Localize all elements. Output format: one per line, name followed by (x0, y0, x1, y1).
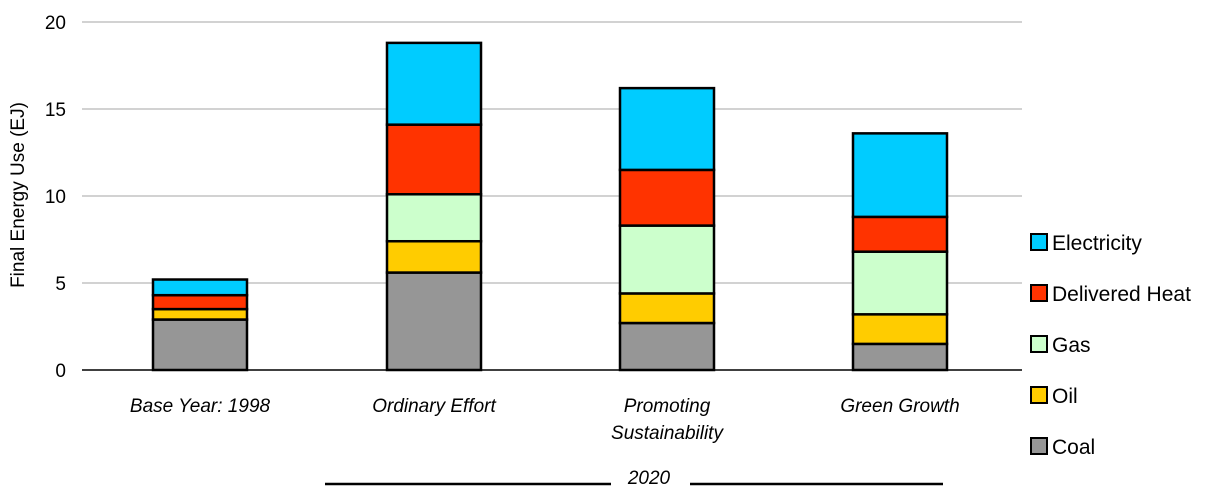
bar-segment-oil (151, 307, 249, 321)
legend-swatch (1030, 335, 1048, 353)
bar-segment-electricity (151, 278, 249, 297)
bar-segment-delivered-heat (851, 215, 949, 253)
y-tick-label: 10 (45, 187, 66, 208)
bar-segment-coal (851, 342, 949, 372)
legend-label: Gas (1052, 334, 1091, 357)
bars (151, 41, 949, 372)
y-tick-label: 15 (45, 100, 66, 121)
y-axis-label: Final Energy Use (EJ) (8, 102, 29, 288)
bar-segment-oil (385, 239, 483, 274)
category-label: Promoting Sustainability (611, 396, 724, 444)
y-tick-label: 20 (45, 13, 66, 34)
category-labels: Base Year: 1998 Ordinary Effort Promoting S… (130, 396, 960, 444)
bar-segment-electricity (618, 86, 716, 172)
legend-swatch (1030, 437, 1048, 455)
bar-segment-delivered-heat (151, 293, 249, 311)
bar-segment-electricity (385, 41, 483, 126)
category-label: Ordinary Effort (372, 396, 496, 417)
bar-segment-oil (851, 313, 949, 346)
legend-label: Oil (1052, 385, 1078, 408)
legend-swatch (1030, 233, 1048, 251)
category-label: Base Year: 1998 (130, 396, 271, 417)
legend: Electricity Delivered Heat Gas Oil Coal (1030, 232, 1191, 459)
bar-segment-coal (151, 318, 249, 372)
bar-segment-electricity (851, 132, 949, 219)
bar-segment-gas (385, 193, 483, 243)
y-tick-label: 5 (55, 274, 66, 295)
y-tick-label: 0 (55, 361, 66, 382)
group-label: 2020 (627, 468, 671, 489)
legend-swatch (1030, 386, 1048, 404)
legend-label: Electricity (1052, 232, 1142, 255)
bar-segment-delivered-heat (385, 123, 483, 196)
bar-segment-coal (385, 271, 483, 372)
bar-segment-oil (618, 292, 716, 325)
y-axis-ticks: 0 5 10 15 20 (45, 13, 66, 382)
bar-segment-gas (618, 224, 716, 295)
group-bracket: 2020 (325, 468, 943, 489)
bar-segment-gas (851, 250, 949, 316)
legend-label: Delivered Heat (1052, 283, 1191, 306)
legend-swatch (1030, 284, 1048, 302)
category-label: Green Growth (840, 396, 959, 417)
legend-label: Coal (1052, 436, 1095, 459)
bar-segment-delivered-heat (618, 168, 716, 227)
bar-segment-coal (618, 321, 716, 372)
